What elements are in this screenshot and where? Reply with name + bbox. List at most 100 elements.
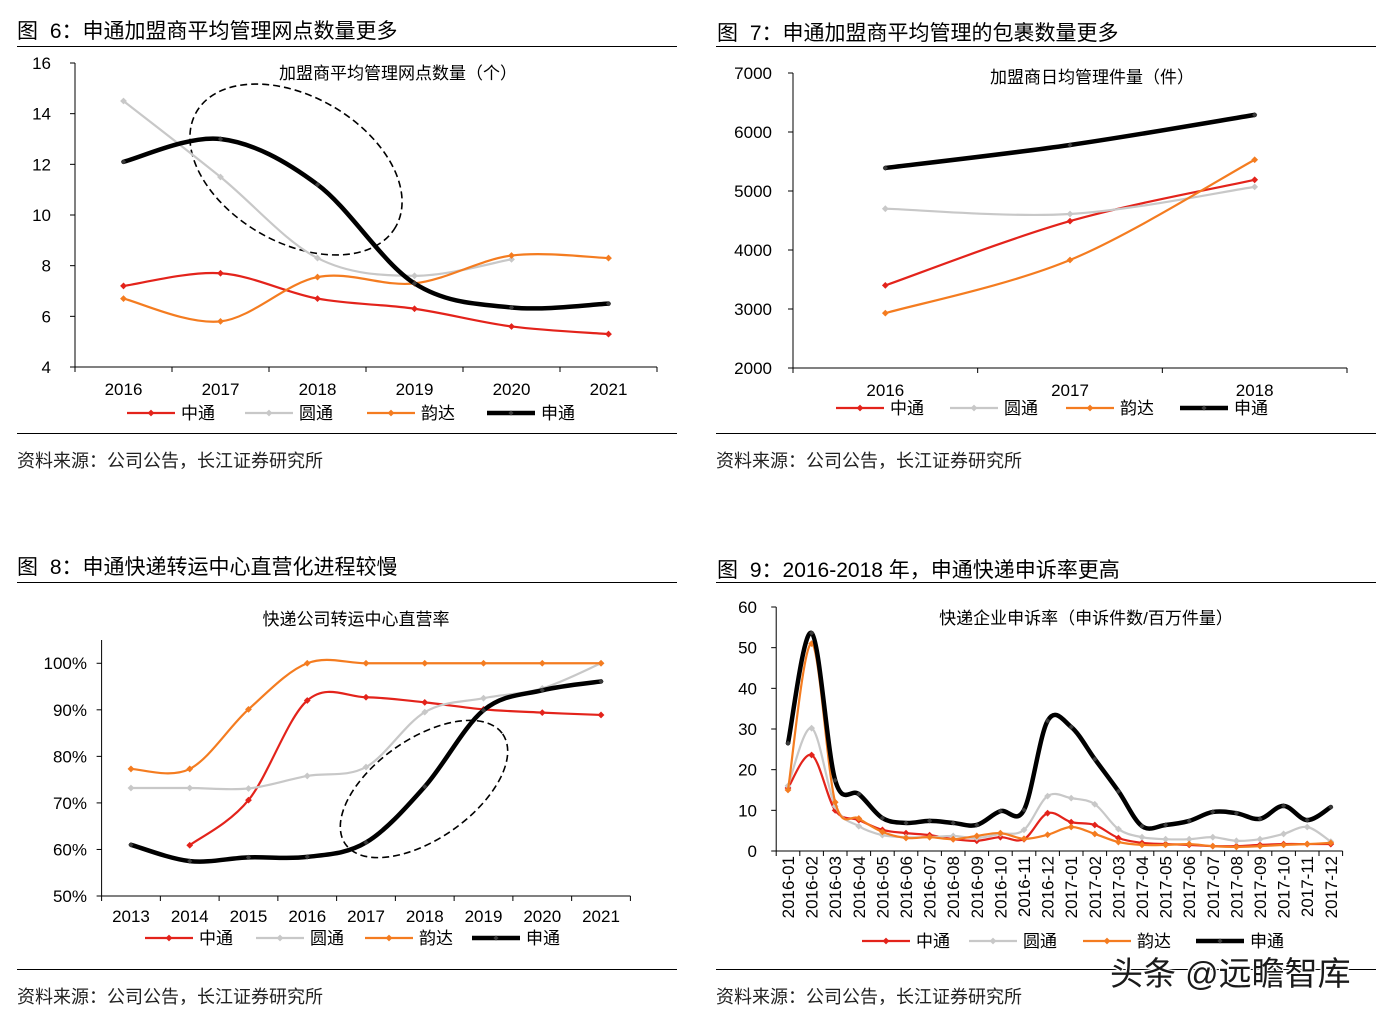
x-tick-label: 2016-11 xyxy=(1015,856,1034,917)
yuantong-point xyxy=(1256,835,1264,843)
legend-label: 圆通 xyxy=(299,404,333,423)
y-tick-label: 7000 xyxy=(734,64,772,83)
x-tick-label: 2021 xyxy=(590,380,628,399)
x-tick-label: 2017-12 xyxy=(1322,856,1341,918)
yuantong-point xyxy=(1233,837,1240,845)
legend-swatch-marker xyxy=(989,937,997,945)
legend-swatch-marker xyxy=(1086,404,1094,412)
yunda-point xyxy=(186,765,194,773)
shentong-series xyxy=(882,112,1258,171)
legend-swatch-marker xyxy=(265,409,273,417)
legend-item-yunda: 韵达 xyxy=(365,929,453,948)
yunda-point xyxy=(926,833,933,841)
yuantong-series xyxy=(120,97,515,280)
legend-item-zhongtong: 中通 xyxy=(145,929,233,948)
zhongtong-line xyxy=(188,690,603,847)
shentong-line xyxy=(128,679,604,864)
shentong-point xyxy=(785,740,791,746)
legend-label: 韵达 xyxy=(419,929,453,948)
axes: 50% 60% 70% 80% 90% 100% 2013 2014 2015 2016 2017 2… xyxy=(44,640,631,926)
yunda-line xyxy=(122,253,610,323)
yunda-series xyxy=(120,252,612,325)
shentong-point xyxy=(1252,112,1258,118)
yuantong-series xyxy=(784,724,1335,846)
zhongtong-point xyxy=(303,697,311,704)
yunda-point xyxy=(1067,823,1075,831)
yuantong-point xyxy=(1280,830,1287,838)
zhongtong-point xyxy=(186,841,194,849)
x-tick-label: 2017-05 xyxy=(1157,856,1176,918)
y-tick-label: 20 xyxy=(738,761,757,780)
x-tick-label: 2019 xyxy=(465,907,503,926)
chart-title: 加盟商日均管理件量（件） xyxy=(990,68,1194,87)
y-tick-label: 8 xyxy=(42,257,51,276)
zhongtong-point xyxy=(245,796,252,804)
yunda-point xyxy=(314,273,321,281)
y-tick-label: 3000 xyxy=(734,300,772,319)
watermark: 头条 @远瞻智库 xyxy=(1110,955,1351,992)
yunda-series xyxy=(881,156,1259,317)
shentong-point xyxy=(508,304,515,311)
x-tick-label: 2017-08 xyxy=(1227,856,1246,918)
shentong-line xyxy=(883,112,1257,171)
legend-swatch-marker xyxy=(508,410,514,416)
yunda-point xyxy=(1303,840,1311,848)
yunda-point xyxy=(997,829,1004,837)
x-tick-label: 2016-08 xyxy=(944,856,963,918)
yuantong-point xyxy=(314,254,321,262)
figure-title-text: 申通快递转运中心直营化进程较慢 xyxy=(82,556,398,579)
y-tick-label: 16 xyxy=(32,54,51,73)
y-tick-label: 4000 xyxy=(734,241,772,260)
x-tick-label: 2017-11 xyxy=(1298,856,1317,917)
y-tick-label: 60% xyxy=(53,840,87,859)
x-tick-label: 2016-10 xyxy=(991,856,1010,918)
x-tick-label: 2017-04 xyxy=(1133,856,1152,918)
x-tick-label: 2017 xyxy=(1051,381,1089,400)
yuantong-series xyxy=(127,659,605,792)
legend-swatch-marker xyxy=(147,409,155,417)
y-tick-label: 2000 xyxy=(734,359,772,378)
y-tick-label: 0 xyxy=(748,842,757,861)
yunda-point xyxy=(245,705,252,713)
y-tick-label: 4 xyxy=(42,358,51,377)
plot-area xyxy=(784,630,1335,851)
legend-item-yuantong: 圆通 xyxy=(256,929,344,948)
shentong-point xyxy=(903,820,909,826)
franchisee-outlets-chart: 4 6 8 10 12 14 16 2016 2017 2018 2019 2020 2021 加盟商平均… xyxy=(32,54,658,423)
yuantong-point xyxy=(1138,833,1146,841)
y-tick-label: 12 xyxy=(32,155,51,174)
source-note: 资料来源：公司公告，长江证券研究所 xyxy=(17,451,323,471)
legend-swatch-marker xyxy=(856,404,864,412)
y-tick-label: 50 xyxy=(738,639,757,658)
yunda-point xyxy=(902,834,910,842)
y-tick-label: 100% xyxy=(44,654,87,673)
legend-item-shentong: 申通 xyxy=(472,929,560,948)
figure-6-title: 图 6：申通加盟商平均管理网点数量更多 xyxy=(17,19,398,45)
axes: 0 10 20 30 40 50 60 2016-01 2016-02 2016-03 2016-0… xyxy=(738,598,1344,918)
y-tick-label: 70% xyxy=(53,794,87,813)
figure-9-title: 图 9：2016-2018 年，申通快递申诉率更高 xyxy=(717,558,1120,584)
yunda-point xyxy=(1209,842,1217,850)
complaint-rate-chart: 0 10 20 30 40 50 60 2016-01 2016-02 2016-03 2016-0… xyxy=(738,598,1344,951)
shentong-point xyxy=(1186,818,1192,824)
legend-swatch-marker xyxy=(385,934,393,942)
legend-label: 韵达 xyxy=(1137,932,1171,951)
x-tick-label: 2018 xyxy=(1236,381,1274,400)
shentong-point xyxy=(1115,788,1121,794)
legend-label: 申通 xyxy=(1234,399,1268,418)
legend-item-yuantong: 圆通 xyxy=(969,932,1057,951)
yunda-point xyxy=(881,309,889,317)
x-tick-label: 2020 xyxy=(523,907,561,926)
yunda-point xyxy=(538,659,546,667)
yuantong-point xyxy=(1209,833,1217,841)
yunda-point xyxy=(831,798,839,806)
legend-swatch-marker xyxy=(387,409,395,417)
chart-title: 快递公司转运中心直营率 xyxy=(263,610,450,629)
x-tick-label: 2016-12 xyxy=(1039,856,1058,918)
yunda-point xyxy=(1233,843,1240,851)
legend: 中通 圆通 韵达 申通 xyxy=(862,932,1284,951)
zhongtong-point xyxy=(314,295,321,302)
x-tick-label: 2020 xyxy=(493,380,531,399)
yunda-series xyxy=(127,658,605,775)
shentong-point xyxy=(1092,756,1098,762)
